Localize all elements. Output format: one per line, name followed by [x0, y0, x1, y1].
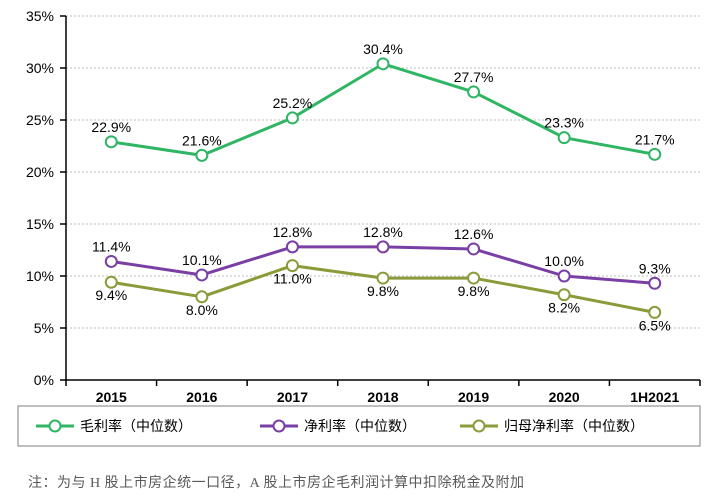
svg-text:10.1%: 10.1%	[182, 252, 222, 268]
svg-text:9.3%: 9.3%	[639, 260, 671, 276]
svg-text:15%: 15%	[26, 216, 54, 232]
svg-text:11.0%: 11.0%	[273, 271, 312, 287]
svg-text:27.7%: 27.7%	[454, 69, 494, 85]
line-chart: 0% 5% 10% 15% 20% 25% 30% 35% 2015 2016 2017 2018 20…	[0, 0, 718, 500]
svg-text:25.2%: 25.2%	[273, 95, 313, 111]
svg-text:23.3%: 23.3%	[544, 115, 584, 131]
svg-text:12.8%: 12.8%	[363, 224, 403, 240]
svg-text:30.4%: 30.4%	[363, 41, 403, 57]
svg-text:8.2%: 8.2%	[548, 300, 580, 316]
svg-text:9.8%: 9.8%	[458, 283, 490, 299]
svg-text:20%: 20%	[26, 164, 54, 180]
chart-container: 0% 5% 10% 15% 20% 25% 30% 35% 2015 2016 2017 2018 20…	[0, 0, 718, 500]
svg-text:21.6%: 21.6%	[182, 132, 222, 148]
svg-text:8.0%: 8.0%	[186, 302, 218, 318]
svg-text:10%: 10%	[26, 268, 54, 284]
svg-text:22.9%: 22.9%	[91, 119, 131, 135]
svg-text:30%: 30%	[26, 60, 54, 76]
svg-text:10.0%: 10.0%	[544, 253, 584, 269]
svg-text:25%: 25%	[26, 112, 54, 128]
svg-text:35%: 35%	[26, 8, 54, 24]
svg-text:12.6%: 12.6%	[454, 226, 494, 242]
svg-text:2018: 2018	[367, 389, 398, 405]
svg-text:6.5%: 6.5%	[639, 317, 671, 333]
svg-text:12.8%: 12.8%	[273, 224, 313, 240]
chart-footnote: 注：为与 H 股上市房企统一口径，A 股上市房企毛利润计算中扣除税金及附加	[28, 472, 524, 492]
svg-text:2016: 2016	[186, 389, 217, 405]
svg-text:9.8%: 9.8%	[367, 283, 399, 299]
svg-text:1H2021: 1H2021	[630, 389, 679, 405]
svg-text:0%: 0%	[34, 372, 54, 388]
svg-text:2015: 2015	[96, 389, 127, 405]
svg-text:2019: 2019	[458, 389, 489, 405]
svg-text:2017: 2017	[277, 389, 308, 405]
svg-text:净利率（中位数）: 净利率（中位数）	[304, 418, 416, 434]
svg-text:毛利率（中位数）: 毛利率（中位数）	[80, 418, 192, 434]
svg-text:2020: 2020	[549, 389, 580, 405]
svg-text:9.4%: 9.4%	[95, 287, 127, 303]
svg-text:21.7%: 21.7%	[635, 131, 675, 147]
svg-text:11.4%: 11.4%	[92, 238, 131, 254]
svg-text:5%: 5%	[34, 320, 54, 336]
svg-text:归母净利率（中位数）: 归母净利率（中位数）	[504, 418, 644, 434]
